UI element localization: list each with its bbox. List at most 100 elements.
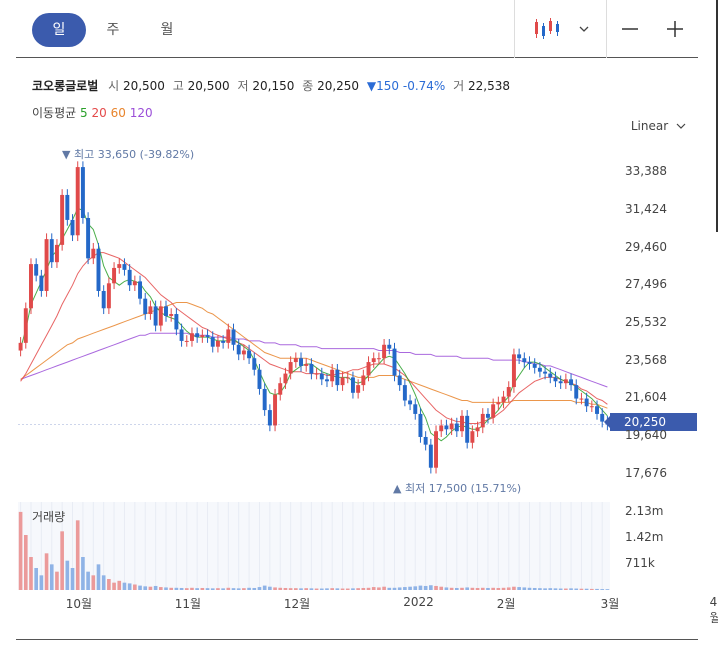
candle-body bbox=[376, 358, 381, 360]
tab-daily[interactable]: 일 bbox=[32, 13, 86, 47]
volume-bar bbox=[133, 584, 137, 590]
candle-body bbox=[397, 375, 402, 386]
volume-bar bbox=[283, 587, 288, 590]
candle-body bbox=[454, 423, 459, 432]
volume-bar bbox=[91, 575, 96, 590]
volume-bar bbox=[143, 586, 148, 590]
candle-body bbox=[247, 350, 252, 359]
bottom-divider bbox=[16, 639, 698, 640]
candle-body bbox=[200, 335, 205, 338]
volume-bar bbox=[371, 587, 376, 590]
candle-body bbox=[86, 217, 91, 259]
volume-bar bbox=[278, 587, 283, 590]
chart-type-select[interactable] bbox=[514, 0, 606, 58]
volume-bar bbox=[86, 571, 90, 590]
volume-bar bbox=[460, 587, 464, 590]
volume-bar bbox=[96, 564, 101, 590]
volume-bar bbox=[449, 587, 454, 590]
volume-bar bbox=[153, 585, 158, 590]
x-tick-label: 3월 bbox=[600, 597, 620, 611]
change-value: ▼150 bbox=[366, 79, 400, 93]
candle-body bbox=[418, 413, 423, 437]
volume-bar bbox=[107, 579, 111, 590]
volume-bar bbox=[434, 585, 438, 590]
volume-bar bbox=[569, 588, 573, 590]
y-tick-label: 29,460 bbox=[625, 239, 667, 254]
candle-body bbox=[480, 413, 485, 428]
volume-bar bbox=[18, 511, 23, 590]
candle-body bbox=[361, 375, 366, 386]
volume-bar bbox=[190, 587, 194, 590]
right-edge-divider bbox=[716, 0, 718, 232]
volume-bar bbox=[221, 588, 225, 590]
candle-body bbox=[600, 413, 605, 422]
volume-tick-label: 2.13m bbox=[625, 503, 664, 518]
volume-bar bbox=[49, 564, 54, 590]
volume-bar bbox=[491, 587, 495, 590]
volume-bar bbox=[579, 588, 584, 590]
scale-label: Linear bbox=[630, 119, 669, 133]
zoom-out-button[interactable] bbox=[606, 0, 652, 58]
candle-body bbox=[392, 348, 397, 376]
candle-body bbox=[532, 363, 537, 368]
candle-body bbox=[366, 362, 371, 376]
scale-select[interactable]: Linear bbox=[631, 119, 686, 133]
candle-body bbox=[60, 194, 65, 245]
candle-body bbox=[29, 264, 33, 309]
volume-bar bbox=[314, 588, 319, 590]
candle-body bbox=[501, 396, 506, 403]
candle-body bbox=[112, 267, 117, 284]
volume-bar bbox=[382, 586, 386, 590]
volume-bar bbox=[60, 531, 64, 590]
volume-bar bbox=[486, 587, 490, 590]
volume-bar bbox=[584, 588, 589, 590]
candle-body bbox=[485, 413, 490, 418]
candle-body bbox=[273, 394, 278, 426]
candle-body bbox=[345, 377, 350, 379]
plus-icon bbox=[667, 21, 683, 37]
candle-body bbox=[127, 269, 132, 286]
volume-bar bbox=[325, 588, 329, 590]
candle-body bbox=[138, 281, 143, 299]
volume-bar bbox=[112, 582, 116, 590]
high-value: 20,500 bbox=[187, 79, 230, 93]
volume-bar bbox=[101, 575, 106, 590]
x-tick-label: 12월 bbox=[283, 597, 311, 611]
tab-weekly[interactable]: 주 bbox=[106, 22, 120, 38]
tab-monthly[interactable]: 월 bbox=[160, 22, 174, 38]
candle-body bbox=[65, 194, 70, 220]
change-pct: -0.74% bbox=[402, 79, 446, 93]
candle-body bbox=[195, 333, 200, 338]
candle-body bbox=[221, 340, 226, 343]
candle-body bbox=[309, 363, 314, 374]
volume-bar bbox=[558, 588, 563, 590]
candle-body bbox=[563, 379, 568, 384]
candle-body bbox=[132, 281, 137, 286]
candle-body bbox=[189, 333, 194, 341]
candle-body bbox=[543, 371, 548, 374]
candle-body bbox=[511, 354, 516, 388]
candle-body bbox=[382, 344, 387, 359]
candle-body bbox=[34, 264, 39, 276]
candle-body bbox=[548, 373, 553, 378]
current-price-tag: 20,250 bbox=[604, 413, 697, 431]
volume-bar bbox=[439, 586, 444, 590]
volume-bar bbox=[262, 585, 267, 590]
candle-body bbox=[169, 314, 174, 316]
candle-body bbox=[496, 402, 501, 405]
moving-average-legend[interactable]: 이동평균 5 20 60 120 bbox=[32, 104, 153, 121]
volume-bar bbox=[174, 587, 179, 590]
volume-bar bbox=[517, 587, 521, 590]
candle-body bbox=[335, 369, 340, 386]
volume-bar bbox=[23, 535, 28, 590]
y-tick-label: 21,604 bbox=[625, 390, 667, 405]
volume-bar bbox=[600, 589, 605, 590]
volume-bar bbox=[127, 583, 132, 590]
zoom-in-button[interactable] bbox=[652, 0, 698, 58]
volume-bar bbox=[351, 588, 355, 590]
volume-bar bbox=[75, 520, 80, 590]
volume-bar bbox=[44, 553, 49, 590]
volume-bar bbox=[205, 588, 210, 590]
volume-bar bbox=[122, 582, 127, 590]
